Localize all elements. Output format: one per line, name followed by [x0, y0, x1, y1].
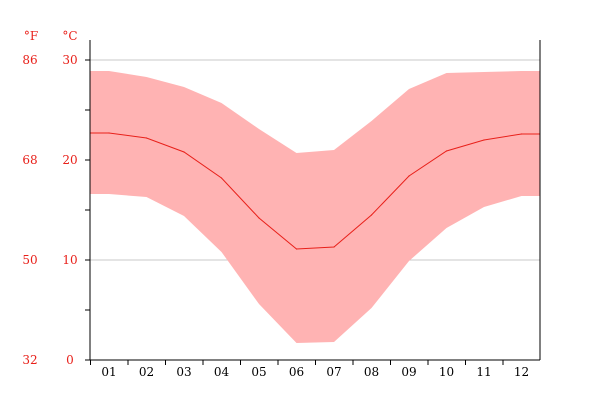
mean-point-02: [145, 137, 148, 139]
mean-point-05: [258, 217, 260, 219]
x-tick-label: 05: [251, 365, 266, 379]
x-tick-label: 09: [401, 365, 416, 379]
x-tick-label: 03: [176, 365, 191, 379]
x-tick-label: 08: [364, 365, 379, 379]
y-tick-label-fahrenheit: 86: [22, 53, 37, 67]
x-tick-label: 12: [514, 365, 529, 379]
x-tick-label: 02: [139, 365, 154, 379]
y-tick-label-celsius: 20: [62, 153, 77, 167]
x-tick-label: 01: [101, 365, 116, 379]
x-tick-label: 07: [326, 365, 341, 379]
y-tick-label-fahrenheit: 68: [22, 153, 37, 167]
mean-point-12: [520, 133, 523, 135]
mean-point-11: [483, 139, 485, 141]
mean-point-06: [295, 248, 298, 250]
x-axis-labels: 01 02 03 04 05 06 07 08 09 10 11 12: [101, 365, 529, 379]
unit-celsius-label: °C: [62, 29, 77, 43]
x-tick-label: 04: [214, 365, 230, 379]
mean-temperature-line: [90, 132, 540, 250]
mean-point-10: [445, 150, 448, 152]
mean-point-09: [408, 175, 410, 177]
mean-point-08: [370, 214, 373, 216]
mean-point-03: [183, 151, 185, 153]
y-tick-label-celsius: 0: [66, 353, 74, 367]
mean-point-07: [333, 246, 335, 248]
temperature-range-band: [90, 71, 540, 343]
y-tick-label-fahrenheit: 50: [22, 253, 37, 267]
axes: [85, 40, 541, 365]
x-tick-label: 06: [289, 365, 304, 379]
mean-point-01: [108, 132, 110, 134]
mean-line-path: [90, 132, 540, 250]
x-tick-label: 10: [439, 365, 454, 379]
y-tick-label-celsius: 30: [62, 53, 77, 67]
x-tick-label: 11: [476, 365, 491, 379]
mean-point-04: [220, 177, 223, 179]
y-axis-labels: °F °C 0 10 20 30 32 50 68 86: [22, 29, 77, 367]
range-band-area: [90, 71, 540, 343]
y-tick-label-fahrenheit: 32: [22, 353, 37, 367]
unit-fahrenheit-label: °F: [24, 29, 38, 43]
y-tick-label-celsius: 10: [62, 253, 77, 267]
